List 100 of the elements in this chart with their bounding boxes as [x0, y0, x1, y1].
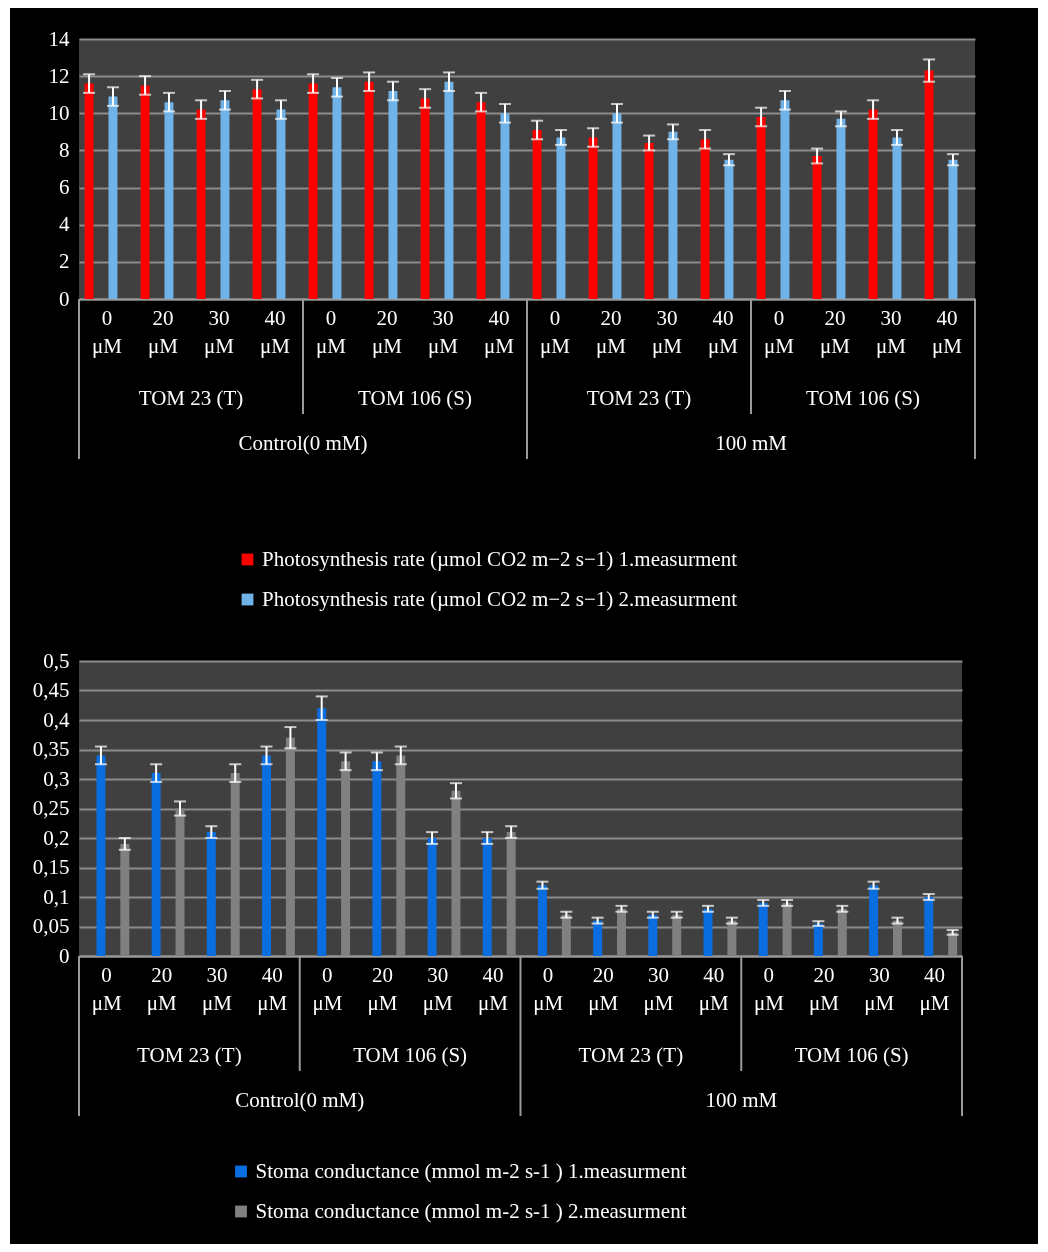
x-tick-label: 30 μM — [864, 962, 895, 1015]
y-tick-label: 0,15 — [32, 855, 70, 879]
y-tick-label: 10 — [48, 100, 70, 125]
x-tick-label: 20 μM — [148, 305, 179, 358]
text: TOM 106 (S) — [353, 1043, 468, 1067]
y-tick-label: 4 — [59, 212, 70, 237]
bar — [388, 91, 398, 299]
bar — [588, 137, 598, 299]
bar — [108, 96, 118, 299]
x-tick-label: 0 μM — [764, 305, 795, 358]
x-tick-label: 40 μM — [260, 305, 291, 358]
text: 100 mM — [705, 1088, 778, 1112]
x-tick-label: 20 μM — [146, 962, 178, 1015]
bar — [812, 156, 822, 299]
x-tick-label: 30 μM — [652, 305, 683, 358]
y-tick-label: 8 — [59, 137, 70, 162]
bar — [364, 81, 374, 299]
bar — [252, 89, 262, 299]
bar — [420, 98, 430, 299]
x-tick-label: 30 μM — [643, 962, 674, 1015]
y-tick-label: 0,05 — [32, 914, 70, 938]
x-tick-label: 30 μM — [422, 962, 454, 1015]
x-tick-label: 40 μM — [708, 305, 739, 358]
x-tick-label: 30 μM — [204, 305, 235, 358]
bar — [220, 100, 230, 299]
text: TOM 106 (S) — [358, 386, 472, 410]
x-tick-label: 30 μM — [876, 305, 907, 358]
bar — [500, 113, 510, 299]
y-tick-label: 0 — [59, 943, 70, 968]
x-tick-label: 0 μM — [312, 962, 343, 1015]
y-tick-label: 0,45 — [32, 678, 70, 702]
x-tick-label: 0 μM — [91, 962, 122, 1015]
y-tick-label: 0 — [59, 286, 70, 311]
x-tick-label: 0 μM — [753, 962, 785, 1015]
bar — [476, 102, 486, 299]
y-tick-label: 14 — [48, 26, 70, 51]
x-tick-label: 30 μM — [202, 962, 233, 1015]
x-tick-label: 20 μM — [820, 305, 851, 358]
y-tick-label: 0,35 — [32, 737, 70, 761]
bar — [444, 81, 454, 299]
text: 100 mM — [715, 431, 788, 455]
text: TOM 23 (T) — [137, 1043, 242, 1067]
bar — [780, 100, 790, 299]
bar — [724, 159, 734, 299]
bar — [948, 159, 958, 299]
legend-label: Photosynthesis rate (µmol CO2 m−2 s−1) 2.measurment — [262, 586, 738, 611]
x-tick-label: 0 μM — [540, 305, 571, 358]
bar — [317, 708, 327, 956]
bar — [756, 117, 766, 299]
x-tick-label: 40 μM — [919, 962, 950, 1015]
x-tick-label: 40 μM — [932, 305, 963, 358]
bar — [644, 143, 654, 299]
bar — [332, 87, 342, 299]
bar — [532, 130, 542, 299]
y-tick-label: 0,25 — [32, 796, 70, 820]
x-tick-label: 40 μM — [257, 962, 288, 1015]
text: TOM 23 (T) — [586, 386, 692, 410]
x-tick-label: 20 μM — [809, 962, 840, 1015]
bar — [427, 838, 437, 956]
bar — [868, 109, 878, 299]
x-tick-label: 40 μM — [484, 305, 515, 358]
bar — [372, 761, 382, 956]
y-tick-label: 0,5 — [43, 648, 70, 673]
bar — [556, 137, 566, 299]
x-tick-label: 20 μM — [367, 962, 398, 1015]
text: Control(0 mM) — [238, 431, 368, 455]
legend-label: Stoma conductance (mmol m-2 s-1 ) 2.measurment — [255, 1198, 687, 1223]
bar — [276, 109, 286, 299]
bar — [892, 137, 902, 299]
text: TOM 106 (S) — [794, 1043, 909, 1067]
text: TOM 23 (T) — [138, 386, 244, 410]
bar — [96, 755, 106, 956]
legend-label: Stoma conductance (mmol m-2 s-1 ) 1.measurment — [255, 1158, 687, 1183]
y-tick-label: 0,2 — [43, 825, 70, 850]
x-tick-label: 20 μM — [596, 305, 627, 358]
bar — [140, 85, 150, 299]
bar — [206, 832, 216, 956]
x-tick-label: 0 μM — [92, 305, 123, 358]
text: TOM 23 (T) — [578, 1043, 684, 1067]
bar — [924, 70, 934, 299]
bar — [668, 131, 678, 299]
text: Control(0 mM) — [235, 1088, 365, 1112]
y-tick-label: 6 — [59, 175, 70, 200]
bar — [262, 755, 271, 956]
x-tick-label: 30 μM — [428, 305, 459, 358]
bar — [482, 838, 492, 956]
bar — [84, 83, 94, 299]
y-tick-label: 0,4 — [43, 707, 70, 732]
x-tick-label: 0 μM — [316, 305, 347, 358]
bar — [700, 139, 710, 299]
bar — [196, 109, 206, 299]
x-tick-label: 20 μM — [588, 962, 619, 1015]
bar — [308, 83, 318, 299]
bar — [836, 118, 846, 299]
x-tick-label: 20 μM — [372, 305, 403, 358]
text: TOM 106 (S) — [806, 386, 920, 410]
y-tick-label: 2 — [59, 249, 70, 274]
x-tick-label: 40 μM — [477, 962, 509, 1015]
x-tick-label: 40 μM — [698, 962, 729, 1015]
legend-label: Photosynthesis rate (µmol CO2 m−2 s−1) 1.measurment — [262, 546, 738, 571]
